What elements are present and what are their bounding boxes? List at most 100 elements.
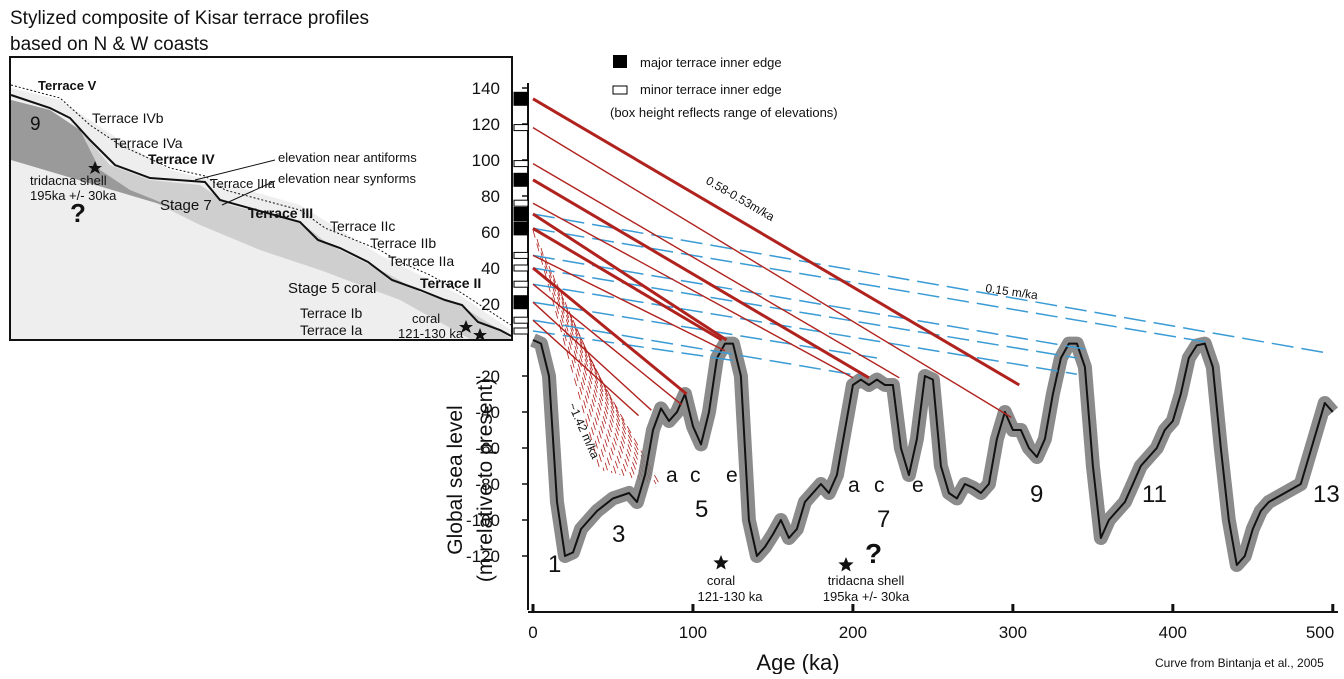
- inset-label: Terrace IIb: [370, 235, 436, 251]
- inset-label: 121-130 ka: [398, 326, 464, 341]
- inset-title: Stylized composite of Kisar terrace prof…: [10, 8, 369, 29]
- star: [473, 328, 487, 341]
- hatch: [536, 238, 605, 472]
- inset-label: ?: [70, 198, 86, 228]
- hatch: [560, 292, 629, 478]
- annotation: 7: [877, 506, 890, 533]
- inset-label: 195ka +/- 30ka: [30, 188, 117, 203]
- terrace-box: [513, 160, 529, 168]
- star: [838, 557, 854, 572]
- y-tick-label: 140: [472, 79, 500, 98]
- regional-uplift-line: [532, 254, 1085, 350]
- legend-swatch: [612, 85, 628, 95]
- inset-label: Terrace V: [38, 78, 97, 93]
- regional-uplift-line: [532, 227, 1205, 343]
- annotation: 13: [1313, 481, 1340, 508]
- hatch: [572, 319, 641, 481]
- regional-uplift-line: [532, 283, 1077, 375]
- x-tick-label: 300: [999, 623, 1027, 642]
- x-tick-label: 100: [679, 623, 707, 642]
- y-axis-label: (m relative to present): [474, 378, 497, 582]
- y-axis-label: Global sea level: [444, 405, 467, 554]
- inset-profile: [10, 94, 512, 337]
- annotation: e: [912, 474, 924, 497]
- inset-pointer: [221, 180, 276, 206]
- terrace-box: [513, 295, 529, 310]
- hatch: [544, 256, 613, 474]
- regional-uplift-line: [532, 330, 742, 363]
- annotation: 5: [695, 496, 708, 523]
- annotation: a: [848, 474, 860, 497]
- terrace-box: [513, 172, 529, 187]
- inset-profile-antiform: [10, 84, 512, 326]
- inset-label: Terrace IV: [148, 151, 215, 167]
- y-tick-label: -120: [466, 547, 500, 566]
- inset: [9, 56, 513, 341]
- uplift-line: [532, 319, 640, 417]
- hatch: [588, 355, 657, 485]
- terrace-box: [513, 327, 529, 335]
- annotation: 9: [1030, 481, 1043, 508]
- star: [459, 320, 473, 333]
- inset-label: Stage 5 coral: [288, 280, 376, 297]
- annotation: 11: [1142, 481, 1167, 508]
- inset-pointer: [194, 159, 276, 181]
- inset-label: Stage 7: [160, 197, 212, 214]
- y-tick-label: 60: [481, 223, 500, 242]
- annotation: 121-130 ka: [697, 589, 763, 604]
- hatch: [548, 265, 617, 475]
- inset-label: tridacna shell: [30, 173, 107, 188]
- y-tick-label: 120: [472, 115, 500, 134]
- annotation: 1: [548, 551, 561, 578]
- uplift-line: [532, 266, 688, 396]
- x-axis-label: Age (ka): [756, 650, 839, 674]
- y-tick-label: 80: [481, 187, 500, 206]
- terrace-box: [513, 280, 529, 288]
- hatch: [552, 274, 621, 476]
- y-tick-label: -60: [475, 439, 500, 458]
- inset-title: based on N & W coasts: [10, 34, 209, 55]
- y-tick-label: 100: [472, 151, 500, 170]
- x-tick-label: 200: [839, 623, 867, 642]
- annotation: 0.15 m/ka: [985, 281, 1039, 302]
- annotation: 0.58-0.53m/ka: [704, 173, 778, 224]
- annotation: c: [874, 474, 885, 497]
- hatch: [540, 247, 609, 473]
- hatch: [564, 301, 633, 479]
- uplift-line: [532, 97, 1021, 387]
- legend-label: minor terrace inner edge: [640, 82, 782, 97]
- annotation: coral: [707, 573, 735, 588]
- uplift-line: [532, 301, 652, 411]
- regional-uplift-line: [532, 319, 862, 377]
- inset-label: elevation near antiforms: [278, 150, 417, 165]
- inset-label: Terrace Ia: [300, 322, 362, 338]
- x-tick-label: 0: [528, 623, 537, 642]
- y-tick-label: -20: [475, 367, 500, 386]
- terrace-box: [513, 221, 529, 236]
- inset-label: Terrace IVa: [112, 135, 183, 151]
- hatch: [556, 283, 625, 477]
- annotation: e: [726, 464, 738, 487]
- inset-label: coral: [412, 311, 440, 326]
- main-chart: major terrace inner edge minor terrace i…: [444, 55, 840, 675]
- legend-swatch: [613, 55, 627, 68]
- regional-uplift-line: [532, 213, 1325, 354]
- y-tick-label: -40: [475, 403, 500, 422]
- star: [713, 555, 729, 570]
- star: [88, 161, 102, 174]
- annotation: 195ka +/- 30ka: [823, 589, 910, 604]
- terrace-box: [513, 207, 529, 221]
- y-tick-label: -100: [466, 511, 500, 530]
- uplift-line: [532, 254, 726, 352]
- inset-label: 9: [30, 114, 41, 135]
- annotation: c: [690, 464, 701, 487]
- x-tick-label: 500: [1306, 623, 1334, 642]
- inset-label: Terrace II: [420, 275, 481, 291]
- y-tick-label: -80: [475, 475, 500, 494]
- x-tick-label: 400: [1159, 623, 1187, 642]
- hatch: [568, 310, 637, 480]
- inset-label: Terrace Ib: [300, 305, 362, 321]
- inset-label: elevation near synforms: [278, 171, 417, 186]
- uplift-line: [532, 212, 728, 342]
